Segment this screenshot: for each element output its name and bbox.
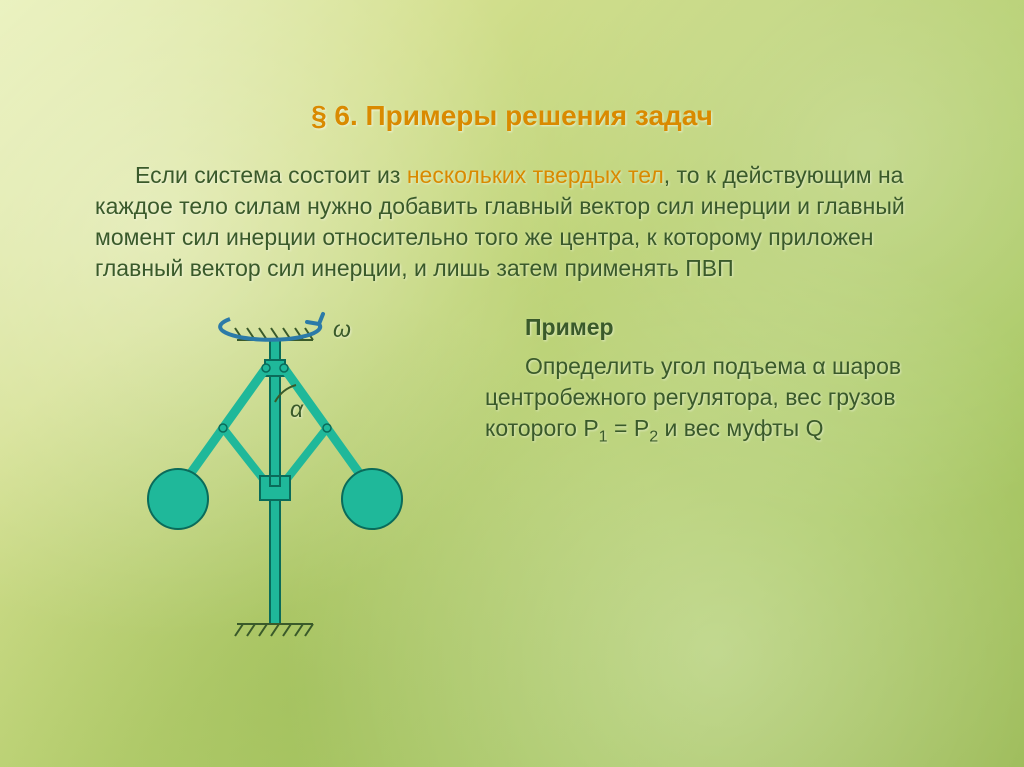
diagram-container: ω α [95, 304, 455, 664]
ball-left [148, 469, 208, 529]
example-body: Определить угол подъема α шаров центробе… [485, 351, 929, 448]
rotation-arrow-icon [220, 314, 323, 340]
ex-t2: = Р [608, 415, 650, 441]
alpha-label: α [290, 396, 303, 423]
bottom-support-hatch [235, 624, 313, 636]
ex-sub2: 2 [649, 428, 658, 446]
ex-sub1: 1 [599, 428, 608, 446]
omega-label: ω [333, 316, 351, 343]
ball-right [342, 469, 402, 529]
governor-diagram [95, 294, 455, 664]
slide-title: § 6. Примеры решения задач [95, 100, 929, 132]
ex-t3: и вес муфты Q [658, 415, 823, 441]
intro-part-a: Если система состоит из [135, 162, 407, 188]
intro-highlight: нескольких твердых тел [407, 162, 664, 188]
example-heading: Пример [485, 314, 929, 341]
intro-paragraph: Если система состоит из нескольких тверд… [95, 160, 929, 284]
sliding-collar [260, 476, 290, 500]
